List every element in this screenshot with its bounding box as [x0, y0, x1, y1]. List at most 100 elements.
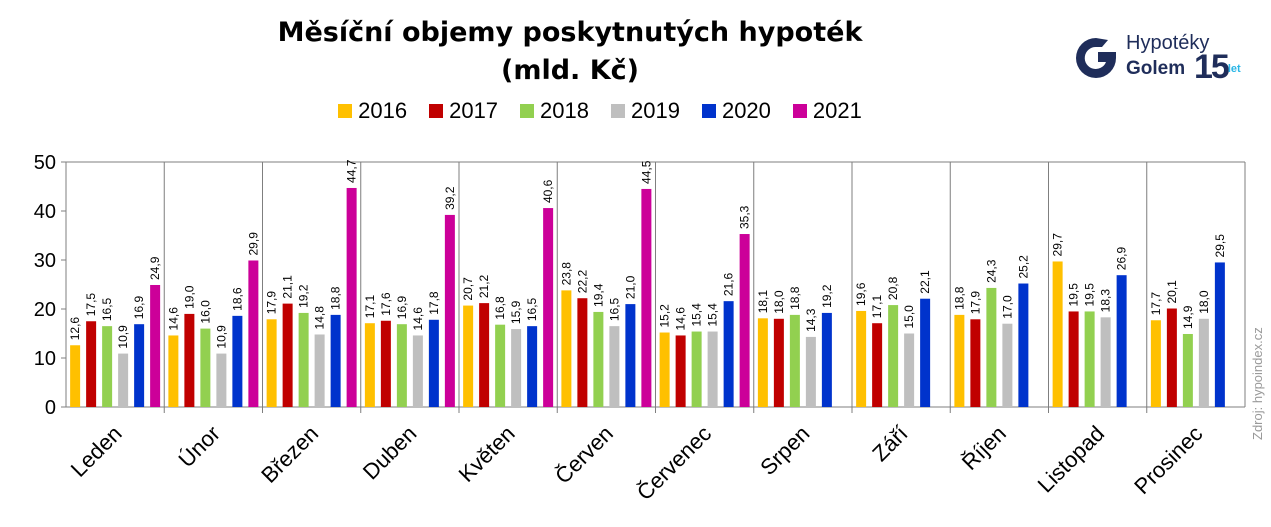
- data-label: 17,0: [1000, 295, 1014, 319]
- bar-2018-Leden: [102, 326, 113, 407]
- data-label: 19,5: [1067, 283, 1081, 307]
- bar-2016-Květen: [463, 305, 474, 407]
- brand-line2: Golem: [1126, 58, 1186, 79]
- data-label: 18,6: [230, 287, 244, 311]
- data-label: 17,7: [1149, 292, 1163, 316]
- legend-label: 2017: [449, 98, 499, 123]
- data-label: 17,1: [870, 295, 884, 319]
- data-label: 10,9: [116, 325, 130, 349]
- bar-2019-Červenec: [707, 331, 718, 407]
- category-label: Březen: [256, 421, 323, 488]
- bar-2018-Duben: [396, 324, 407, 407]
- legend-item-2019: 2019: [611, 98, 680, 124]
- legend-item-2016: 2016: [338, 98, 407, 124]
- bar-2019-Říjen: [1002, 323, 1013, 407]
- data-label: 15,9: [509, 300, 523, 324]
- bar-2017-Leden: [86, 321, 97, 407]
- bar-2020-Prosinec: [1214, 262, 1225, 407]
- bar-2017-Září: [872, 323, 883, 407]
- data-label: 21,1: [281, 275, 295, 299]
- legend-label: 2019: [631, 98, 680, 123]
- data-label: 19,2: [820, 284, 834, 308]
- bar-2016-Říjen: [954, 314, 965, 407]
- data-label: 17,8: [427, 291, 441, 315]
- bar-2018-Listopad: [1084, 311, 1095, 407]
- bar-2017-Listopad: [1068, 311, 1079, 407]
- bar-2018-Srpen: [789, 314, 800, 407]
- category-label: Únor: [174, 421, 225, 472]
- data-label: 17,5: [84, 293, 98, 317]
- data-label: 18,8: [329, 286, 343, 310]
- bar-2019-Květen: [511, 329, 522, 407]
- bar-2020-Září: [920, 298, 931, 407]
- bar-2018-Červenec: [691, 331, 702, 407]
- bar-2019-Únor: [216, 353, 227, 407]
- y-tick-label: 50: [34, 152, 56, 174]
- y-tick-label: 20: [34, 299, 56, 321]
- data-label: 15,2: [658, 304, 672, 328]
- bar-2019-Září: [904, 333, 915, 407]
- bar-2018-Říjen: [986, 287, 997, 407]
- data-label: 16,9: [132, 296, 146, 320]
- data-label: 26,9: [1115, 247, 1129, 271]
- legend-swatch: [611, 104, 625, 118]
- data-label: 16,5: [607, 297, 621, 321]
- category-label: Říjen: [957, 421, 1011, 475]
- data-label: 16,5: [100, 297, 114, 321]
- category-label: Červen: [550, 421, 618, 489]
- bar-2016-Duben: [364, 323, 375, 407]
- data-label: 22,1: [918, 270, 932, 294]
- bar-2016-Červen: [561, 290, 572, 407]
- bar-2020-Duben: [428, 319, 439, 407]
- data-label: 14,6: [411, 307, 425, 331]
- bar-2020-Leden: [134, 324, 145, 407]
- bar-2021-Leden: [150, 284, 161, 407]
- brand-anniversary-number: 15: [1194, 48, 1230, 86]
- data-label: 35,3: [738, 205, 752, 229]
- legend-item-2021: 2021: [792, 98, 862, 124]
- brand-anniversary: 15let: [1194, 48, 1241, 87]
- bar-2017-Srpen: [773, 318, 784, 407]
- y-tick-label: 10: [34, 348, 56, 370]
- bar-2016-Březen: [266, 319, 277, 407]
- data-label: 23,8: [559, 262, 573, 286]
- data-label: 44,5: [639, 160, 653, 184]
- data-label: 19,6: [854, 282, 868, 306]
- data-label: 15,4: [690, 303, 704, 327]
- legend-item-2017: 2017: [429, 98, 498, 124]
- data-label: 18,3: [1099, 289, 1113, 313]
- data-label: 16,8: [493, 296, 507, 320]
- bar-2016-Srpen: [757, 318, 768, 407]
- bar-2017-Červen: [577, 298, 588, 407]
- bar-2021-Červen: [641, 188, 652, 407]
- bar-2019-Leden: [118, 353, 129, 407]
- category-label: Červenec: [632, 421, 716, 505]
- bar-2017-Prosinec: [1166, 308, 1177, 407]
- data-label: 29,9: [246, 232, 260, 256]
- data-label: 19,0: [182, 285, 196, 309]
- bar-2018-Září: [888, 305, 899, 407]
- y-tick-label: 0: [45, 397, 56, 419]
- legend-swatch: [520, 104, 535, 118]
- bar-2017-Květen: [479, 303, 490, 407]
- bar-2016-Září: [856, 310, 867, 407]
- data-label: 21,2: [477, 274, 491, 298]
- brand-anniversary-suffix: let: [1227, 63, 1241, 76]
- bar-2021-Květen: [543, 208, 554, 407]
- data-label: 19,2: [297, 284, 311, 308]
- category-label: Listopad: [1033, 421, 1110, 498]
- data-label: 17,9: [265, 291, 279, 315]
- bar-2020-Listopad: [1116, 275, 1127, 407]
- bar-2016-Únor: [168, 335, 179, 407]
- legend-label: 2021: [812, 98, 862, 123]
- bar-2021-Červenec: [739, 234, 750, 407]
- data-label: 18,0: [772, 290, 786, 314]
- category-label: Květen: [454, 421, 520, 487]
- bar-2019-Červen: [609, 326, 620, 407]
- bar-2017-Březen: [282, 303, 293, 407]
- bar-2019-Listopad: [1100, 317, 1111, 407]
- chart-title-unit: (mld. Kč): [501, 55, 639, 86]
- bar-2021-Duben: [444, 214, 455, 407]
- data-label: 18,0: [1197, 290, 1211, 314]
- data-label: 24,3: [984, 259, 998, 283]
